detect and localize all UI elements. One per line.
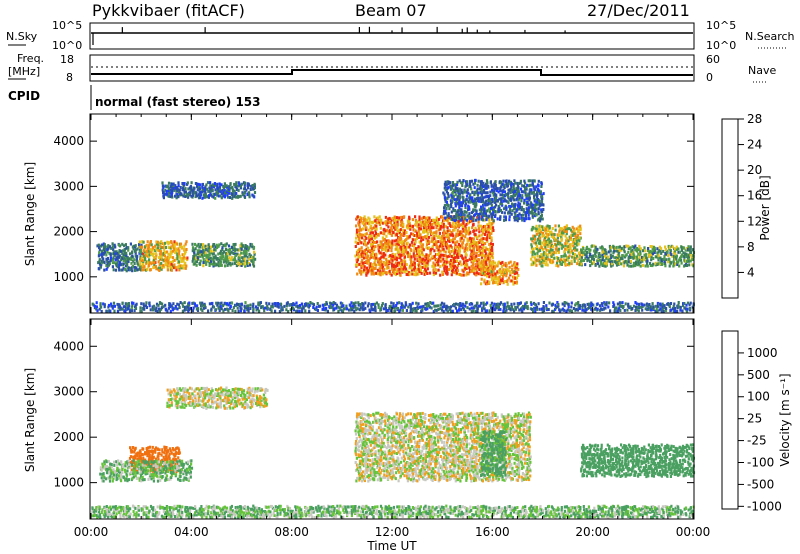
colorbar-tick-label: -25 (747, 434, 767, 448)
colorbar-tick-label: 1000 (747, 346, 778, 360)
colorbar-tick-label: 4 (747, 265, 755, 279)
sky-tick-left-top: 10^5 (52, 19, 82, 32)
velocity-colorbar-frame (721, 330, 739, 510)
sky-tick-right-top: 10^5 (706, 19, 736, 32)
colorbar-tick-label: 28 (747, 112, 762, 126)
freq-tick-right-bottom: 0 (706, 71, 713, 84)
sky-tick-left-bottom: 10^0 (52, 39, 82, 52)
freq-trace (91, 69, 693, 76)
colorbar-tick-label: -100 (747, 455, 774, 469)
time-tick-label: 08:00 (274, 525, 309, 539)
sky-panel-frame (89, 22, 695, 50)
range-tick-label: 4000 (53, 339, 84, 353)
freq-tick-right-top: 60 (706, 53, 720, 66)
nsky-spikes (92, 26, 566, 45)
plot-title: Pykkvibaer (fitACF) (92, 1, 245, 20)
power-panel-frame (89, 113, 695, 314)
velocity-colorbar-label: Velocity [m s⁻¹] (778, 373, 792, 466)
colorbar-tick-label: -500 (747, 477, 774, 491)
time-tick-label: 16:00 (475, 525, 510, 539)
cpid-text: normal (fast stereo) 153 (95, 95, 261, 109)
velocity-colorbar: 1000 500 100 25 -25 -100 -500 -1000 (738, 346, 782, 513)
freq-tick-left-bottom: 8 (66, 71, 73, 84)
colorbar-tick-label: 16 (747, 189, 762, 203)
range-tick-label: 4000 (53, 134, 84, 148)
colorbar-tick-label: 20 (747, 163, 762, 177)
range-tick-label: 1000 (53, 476, 84, 490)
power-colorbar-frame (721, 118, 739, 299)
colorbar-tick-label: 24 (747, 138, 762, 152)
colorbar-tick-label: 500 (747, 368, 770, 382)
velocity-heatmap-data (91, 386, 696, 519)
colorbar-tick-label: 25 (747, 412, 762, 426)
range-tick-label: 3000 (53, 179, 84, 193)
cpid-label: CPID (8, 89, 40, 103)
time-tick-label: 04:00 (174, 525, 209, 539)
velocity-range-ticks: 1000 2000 3000 4000 (53, 339, 694, 490)
colorbar-tick-label: -1000 (747, 499, 782, 513)
power-range-axis-label: Slant Range [km] (23, 162, 37, 266)
freq-unit-label: [MHz] (8, 65, 40, 78)
power-heatmap-data (91, 178, 695, 313)
power-colorbar: 4 8 12 16 20 24 28 (738, 112, 762, 279)
time-axis-label: Time UT (366, 539, 417, 553)
time-tick-label: 20:00 (575, 525, 610, 539)
beam-label: Beam 07 (355, 1, 427, 20)
colorbar-tick-label: 12 (747, 214, 762, 228)
velocity-range-axis-label: Slant Range [km] (23, 368, 37, 472)
time-tick-label: 00:00 (676, 525, 711, 539)
range-tick-label: 1000 (53, 270, 84, 284)
nsearch-label: N.Search (745, 30, 795, 43)
nsky-label: N.Sky (6, 30, 38, 43)
date-label: 27/Dec/2011 (587, 1, 690, 20)
range-tick-label: 2000 (53, 225, 84, 239)
range-tick-label: 3000 (53, 385, 84, 399)
colorbar-tick-label: 100 (747, 390, 770, 404)
colorbar-tick-label: 8 (747, 240, 755, 254)
sky-tick-right-bottom: 10^0 (706, 39, 736, 52)
freq-panel-frame (89, 54, 695, 82)
freq-tick-left-top: 18 (60, 53, 74, 66)
power-colorbar-label: Power [dB] (758, 175, 772, 240)
power-range-ticks: 1000 2000 3000 4000 (53, 134, 694, 284)
time-tick-label: 12:00 (375, 525, 410, 539)
range-tick-label: 2000 (53, 430, 84, 444)
time-tick-label: 00:00 (74, 525, 109, 539)
time-axis-ticks: 00:00 04:00 08:00 12:00 16:00 20:00 00:00 (74, 114, 711, 539)
freq-label: Freq. (17, 52, 44, 65)
nave-label: Nave (748, 64, 776, 77)
